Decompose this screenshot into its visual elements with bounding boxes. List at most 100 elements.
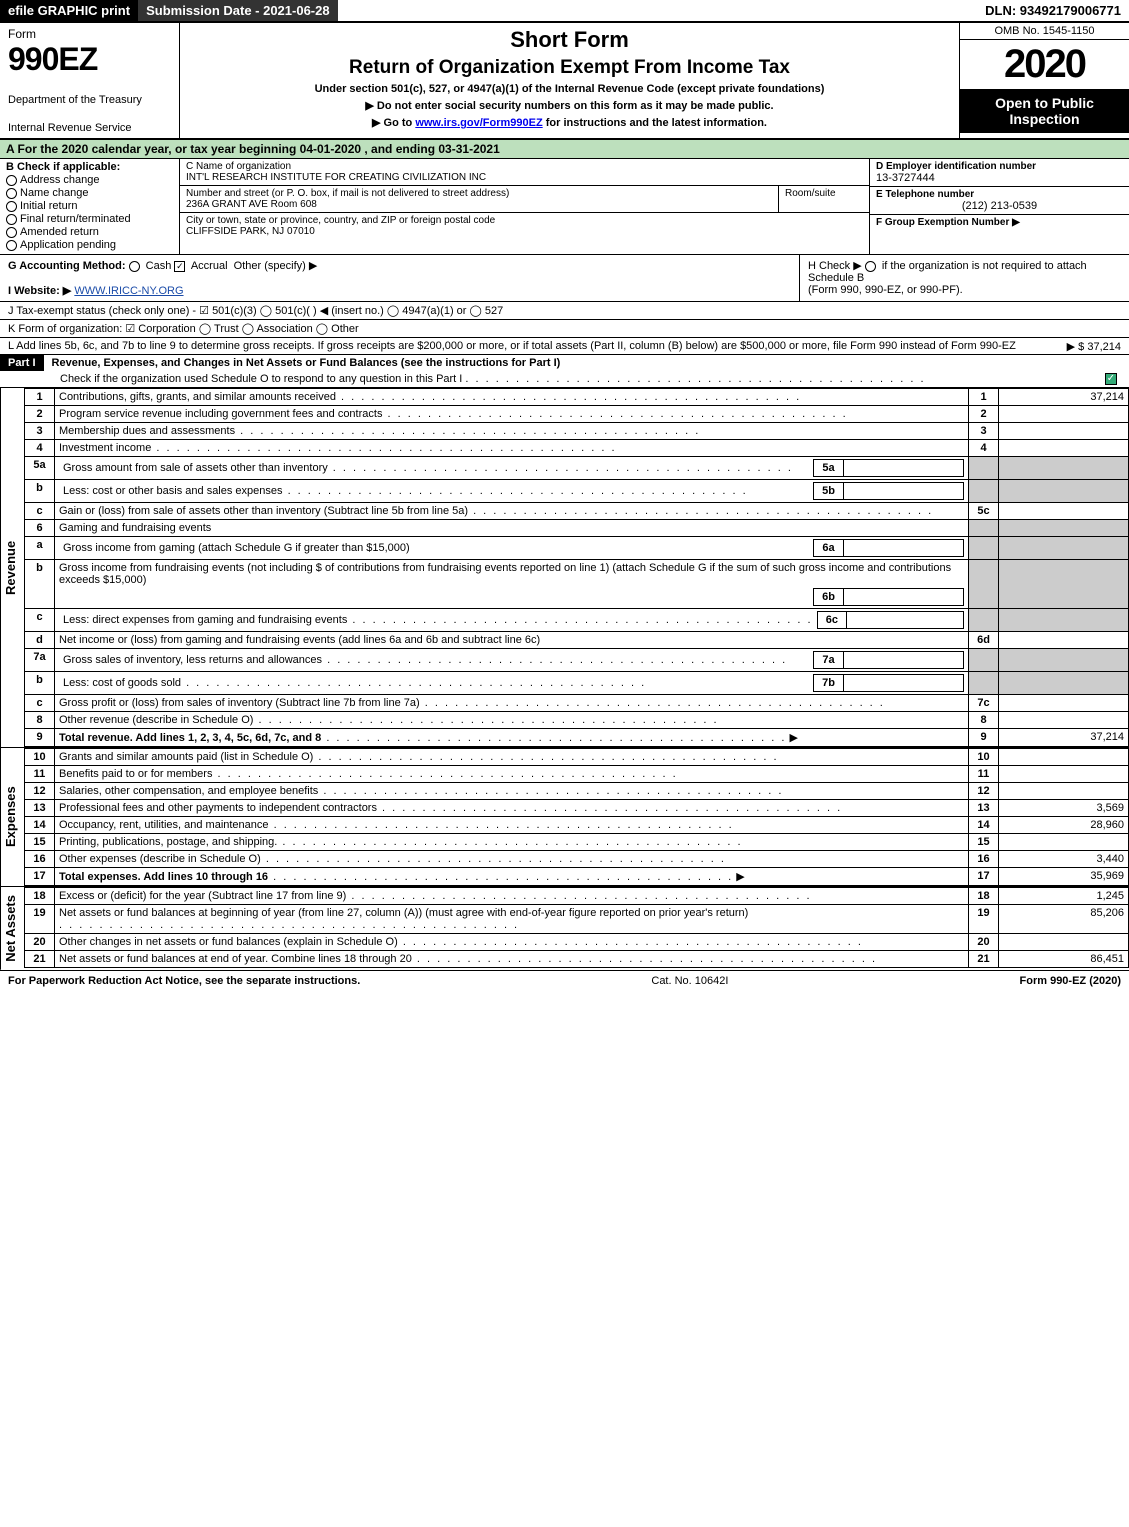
- line-g: G Accounting Method: Cash Accrual Other …: [0, 255, 799, 301]
- revenue-table: 1Contributions, gifts, grants, and simil…: [24, 388, 1129, 747]
- line-h: H Check ▶ if the organization is not req…: [799, 255, 1129, 301]
- netassets-section: Net Assets 18Excess or (deficit) for the…: [0, 887, 1129, 971]
- omb-number: OMB No. 1545-1150: [960, 23, 1129, 40]
- row-10: 10Grants and similar amounts paid (list …: [25, 749, 1129, 766]
- row-7c: cGross profit or (loss) from sales of in…: [25, 695, 1129, 712]
- box-b-hdr: B Check if applicable:: [6, 161, 173, 173]
- netassets-vlabel: Net Assets: [0, 887, 24, 970]
- ein-val: 13-3727444: [876, 172, 1123, 184]
- row-6b: bGross income from fundraising events (n…: [25, 560, 1129, 609]
- revenue-section: Revenue 1Contributions, gifts, grants, a…: [0, 388, 1129, 748]
- irs-link[interactable]: www.irs.gov/Form990EZ: [415, 117, 542, 129]
- city-box: City or town, state or province, country…: [180, 213, 869, 239]
- row-6c: cLess: direct expenses from gaming and f…: [25, 609, 1129, 632]
- expenses-vlabel: Expenses: [0, 748, 24, 886]
- dept-treasury: Department of the Treasury: [8, 94, 171, 106]
- row-11: 11Benefits paid to or for members11: [25, 766, 1129, 783]
- goto-post: for instructions and the latest informat…: [543, 117, 767, 129]
- row-1: 1Contributions, gifts, grants, and simil…: [25, 389, 1129, 406]
- subtitle-ssn: ▶ Do not enter social security numbers o…: [188, 99, 951, 112]
- cb-amended[interactable]: Amended return: [6, 226, 173, 238]
- part-i-chip: Part I: [0, 355, 44, 371]
- row-8: 8Other revenue (describe in Schedule O)8: [25, 712, 1129, 729]
- radio-cash[interactable]: [129, 261, 140, 272]
- form-word: Form: [8, 27, 171, 41]
- row-6d: dNet income or (loss) from gaming and fu…: [25, 632, 1129, 649]
- part-i-header: Part I Revenue, Expenses, and Changes in…: [0, 355, 1129, 388]
- row-5c: cGain or (loss) from sale of assets othe…: [25, 503, 1129, 520]
- row-7a: 7aGross sales of inventory, less returns…: [25, 649, 1129, 672]
- row-13: 13Professional fees and other payments t…: [25, 800, 1129, 817]
- row-2: 2Program service revenue including gover…: [25, 406, 1129, 423]
- submission-chip: Submission Date - 2021-06-28: [138, 0, 338, 21]
- cb-final-return[interactable]: Final return/terminated: [6, 213, 173, 225]
- title-return: Return of Organization Exempt From Incom…: [188, 57, 951, 79]
- schedule-o-checkbox[interactable]: ✓: [1105, 373, 1117, 385]
- identity-block: B Check if applicable: Address change Na…: [0, 159, 1129, 255]
- row-21: 21Net assets or fund balances at end of …: [25, 951, 1129, 968]
- g-other: Other (specify) ▶: [234, 260, 318, 272]
- header-mid: Short Form Return of Organization Exempt…: [180, 23, 959, 138]
- g-lbl: G Accounting Method:: [8, 260, 129, 272]
- row-3: 3Membership dues and assessments3: [25, 423, 1129, 440]
- phone-lbl: E Telephone number: [876, 189, 1123, 200]
- cb-pending[interactable]: Application pending: [6, 239, 173, 251]
- line-j: J Tax-exempt status (check only one) - ☑…: [0, 302, 1129, 320]
- website-link[interactable]: WWW.IRICC-NY.ORG: [74, 285, 183, 297]
- goto-pre: ▶ Go to: [372, 117, 415, 129]
- efile-chip[interactable]: efile GRAPHIC print: [0, 0, 138, 21]
- cb-accrual[interactable]: [174, 261, 185, 272]
- ein-lbl: D Employer identification number: [876, 161, 1123, 172]
- phone-val: (212) 213-0539: [876, 200, 1123, 212]
- subtitle-section: Under section 501(c), 527, or 4947(a)(1)…: [188, 83, 951, 95]
- period-line-a: A For the 2020 calendar year, or tax yea…: [0, 140, 1129, 159]
- row-5b: bLess: cost or other basis and sales exp…: [25, 480, 1129, 503]
- tax-year: 2020: [960, 40, 1129, 89]
- org-name-lbl: C Name of organization: [186, 161, 863, 172]
- expenses-table: 10Grants and similar amounts paid (list …: [24, 748, 1129, 886]
- form-number: 990EZ: [8, 41, 171, 78]
- suite-box: Room/suite: [779, 186, 869, 212]
- street-lbl: Number and street (or P. O. box, if mail…: [186, 188, 772, 199]
- open-inspection: Open to Public Inspection: [960, 89, 1129, 133]
- row-19: 19Net assets or fund balances at beginni…: [25, 905, 1129, 934]
- cb-initial-return[interactable]: Initial return: [6, 200, 173, 212]
- expenses-section: Expenses 10Grants and similar amounts pa…: [0, 748, 1129, 887]
- subtitle-goto: ▶ Go to www.irs.gov/Form990EZ for instru…: [188, 116, 951, 129]
- row-14: 14Occupancy, rent, utilities, and mainte…: [25, 817, 1129, 834]
- title-short-form: Short Form: [188, 27, 951, 53]
- row-4: 4Investment income4: [25, 440, 1129, 457]
- org-name: INT'L RESEARCH INSTITUTE FOR CREATING CI…: [186, 172, 863, 183]
- org-name-box: C Name of organization INT'L RESEARCH IN…: [180, 159, 869, 186]
- line-k: K Form of organization: ☑ Corporation ◯ …: [0, 320, 1129, 338]
- row-7b: bLess: cost of goods sold7b: [25, 672, 1129, 695]
- page-footer: For Paperwork Reduction Act Notice, see …: [0, 971, 1129, 991]
- street-val: 236A GRANT AVE Room 608: [186, 199, 772, 210]
- inspect-1: Open to Public: [964, 95, 1125, 111]
- row-15: 15Printing, publications, postage, and s…: [25, 834, 1129, 851]
- revenue-vlabel: Revenue: [0, 388, 24, 747]
- line-l-text: L Add lines 5b, 6c, and 7b to line 9 to …: [8, 340, 1016, 352]
- row-20: 20Other changes in net assets or fund ba…: [25, 934, 1129, 951]
- row-18: 18Excess or (deficit) for the year (Subt…: [25, 888, 1129, 905]
- footer-right: Form 990-EZ (2020): [1020, 975, 1121, 987]
- dln-text: DLN: 93492179006771: [977, 0, 1129, 21]
- row-g-h: G Accounting Method: Cash Accrual Other …: [0, 255, 1129, 302]
- box-b: B Check if applicable: Address change Na…: [0, 159, 180, 254]
- cb-address-change[interactable]: Address change: [6, 174, 173, 186]
- row-17: 17Total expenses. Add lines 10 through 1…: [25, 868, 1129, 886]
- netassets-table: 18Excess or (deficit) for the year (Subt…: [24, 887, 1129, 968]
- form-header: Form 990EZ Department of the Treasury In…: [0, 23, 1129, 140]
- box-c: C Name of organization INT'L RESEARCH IN…: [180, 159, 869, 254]
- line-l: L Add lines 5b, 6c, and 7b to line 9 to …: [0, 338, 1129, 355]
- part-i-title: Revenue, Expenses, and Changes in Net As…: [44, 357, 561, 369]
- part-i-check: Check if the organization used Schedule …: [0, 371, 1129, 387]
- row-9: 9Total revenue. Add lines 1, 2, 3, 4, 5c…: [25, 729, 1129, 747]
- footer-left: For Paperwork Reduction Act Notice, see …: [8, 975, 360, 987]
- city-val: CLIFFSIDE PARK, NJ 07010: [186, 226, 863, 237]
- radio-h[interactable]: [865, 261, 876, 272]
- cb-name-change[interactable]: Name change: [6, 187, 173, 199]
- row-16: 16Other expenses (describe in Schedule O…: [25, 851, 1129, 868]
- row-6: 6Gaming and fundraising events: [25, 520, 1129, 537]
- top-bar: efile GRAPHIC print Submission Date - 20…: [0, 0, 1129, 23]
